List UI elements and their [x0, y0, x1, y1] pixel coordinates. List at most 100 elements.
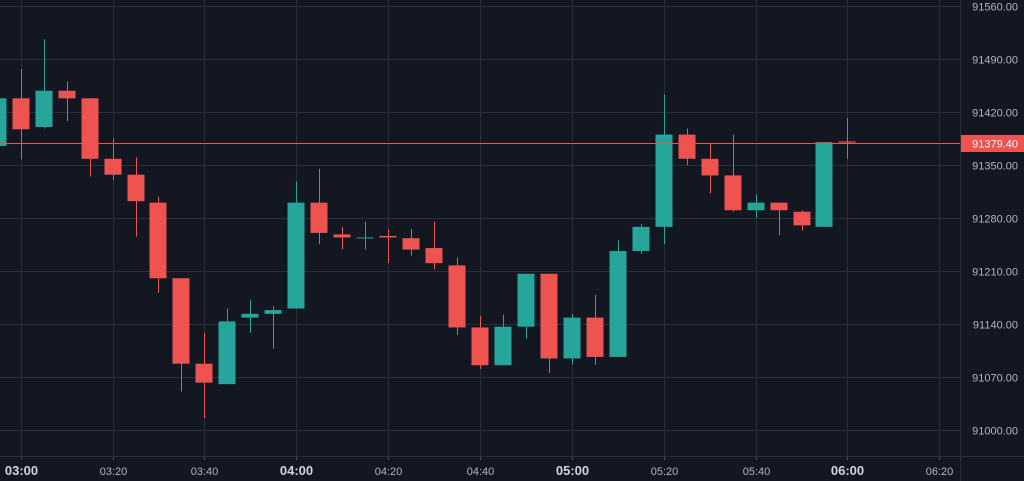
candle-down[interactable]	[838, 117, 856, 159]
candle-down[interactable]	[12, 68, 30, 160]
candle-body	[632, 226, 650, 252]
candle-down[interactable]	[540, 273, 558, 373]
price-axis[interactable]: 91560.00 91490.00 91420.00 91350.00 91280.00…	[960, 0, 1019, 481]
x-tick-label: 03:40	[191, 466, 219, 478]
candle-down[interactable]	[770, 202, 788, 236]
candle-body	[494, 326, 512, 366]
current-price-label-bg	[961, 135, 1024, 152]
candle-down[interactable]	[333, 226, 351, 250]
candle-down[interactable]	[471, 316, 489, 370]
candle-body	[724, 175, 742, 211]
candle-down[interactable]	[425, 221, 443, 270]
candle-body	[58, 90, 76, 99]
y-tick-label: 91070.00	[972, 373, 1018, 385]
candle-up[interactable]	[356, 221, 374, 250]
candle-down[interactable]	[127, 157, 145, 237]
candle-body	[609, 251, 627, 357]
candle-up[interactable]	[264, 306, 282, 349]
candle-body	[747, 202, 765, 211]
candle-body	[517, 273, 535, 327]
y-tick-label: 91490.00	[972, 55, 1018, 67]
candle-up[interactable]	[815, 142, 833, 227]
candle-body	[172, 278, 190, 364]
time-axis[interactable]: 03:00 03:20 03:40 04:00 04:20 04:40 05:00 05:20…	[0, 456, 1024, 478]
y-tick-label: 91280.00	[972, 214, 1018, 226]
candle-down[interactable]	[678, 128, 696, 165]
candles[interactable]	[0, 39, 856, 419]
candle-down[interactable]	[701, 143, 719, 194]
candle-body	[425, 248, 443, 264]
candle-body	[655, 134, 673, 227]
candle-body	[12, 98, 30, 130]
candle-body	[701, 158, 719, 176]
candle-up[interactable]	[655, 94, 673, 245]
candle-up[interactable]	[241, 299, 259, 333]
candle-body	[540, 273, 558, 359]
x-tick-label: 04:20	[375, 466, 403, 478]
candle-up[interactable]	[35, 39, 53, 129]
candle-down[interactable]	[310, 168, 328, 245]
candle-down[interactable]	[586, 294, 604, 365]
candle-body	[127, 174, 145, 202]
candle-body	[149, 202, 167, 279]
y-tick-label: 91140.00	[973, 320, 1018, 332]
candle-down[interactable]	[724, 134, 742, 212]
candle-body	[195, 363, 213, 383]
candle-body	[563, 317, 581, 359]
candle-up[interactable]	[609, 240, 627, 357]
y-tick-label: 91210.00	[972, 267, 1018, 279]
current-price-label: 91379.40	[972, 139, 1018, 151]
candle-body	[402, 238, 420, 250]
candle-down[interactable]	[379, 229, 397, 264]
x-tick-label: 04:40	[467, 466, 495, 478]
x-tick-label: 03:20	[100, 466, 128, 478]
candle-body	[793, 211, 811, 226]
candle-body	[104, 158, 122, 175]
y-tick-label: 91420.00	[972, 108, 1018, 120]
candle-down[interactable]	[793, 210, 811, 231]
candle-body	[815, 142, 833, 227]
candle-body	[310, 202, 328, 233]
candle-body	[448, 265, 466, 328]
grid-lines	[0, 0, 960, 456]
candle-down[interactable]	[58, 81, 76, 121]
x-tick-label: 05:40	[743, 466, 771, 478]
candle-up[interactable]	[747, 194, 765, 218]
candle-up[interactable]	[563, 313, 581, 365]
candle-body	[333, 234, 351, 238]
candle-body	[678, 134, 696, 159]
candle-up[interactable]	[632, 223, 650, 255]
candle-body	[35, 90, 53, 128]
candle-body	[0, 98, 7, 146]
candle-body	[264, 310, 282, 314]
candle-body	[241, 313, 259, 318]
candle-body	[471, 327, 489, 366]
x-tick-label: 06:20	[926, 466, 954, 478]
candle-down[interactable]	[104, 138, 122, 180]
x-tick-label: 03:00	[5, 463, 38, 478]
y-tick-label: 91000.00	[972, 426, 1018, 438]
candle-up[interactable]	[287, 181, 305, 309]
candle-up[interactable]	[494, 314, 512, 366]
candle-body	[287, 202, 305, 309]
current-price-line: 91379.40	[0, 135, 1024, 152]
candle-body	[838, 141, 856, 143]
x-tick-label: 04:00	[280, 463, 313, 478]
candle-up[interactable]	[0, 67, 7, 163]
candle-body	[218, 321, 236, 385]
x-tick-label: 05:00	[556, 463, 589, 478]
candle-down[interactable]	[448, 257, 466, 336]
candle-up[interactable]	[517, 273, 535, 339]
candle-down[interactable]	[149, 196, 167, 293]
candle-body	[379, 235, 397, 238]
candle-down[interactable]	[172, 278, 190, 392]
candle-body	[770, 202, 788, 211]
candle-body	[586, 317, 604, 357]
candle-down[interactable]	[402, 229, 420, 256]
candle-down[interactable]	[195, 332, 213, 419]
candle-up[interactable]	[218, 308, 236, 385]
candle-body	[356, 237, 374, 239]
